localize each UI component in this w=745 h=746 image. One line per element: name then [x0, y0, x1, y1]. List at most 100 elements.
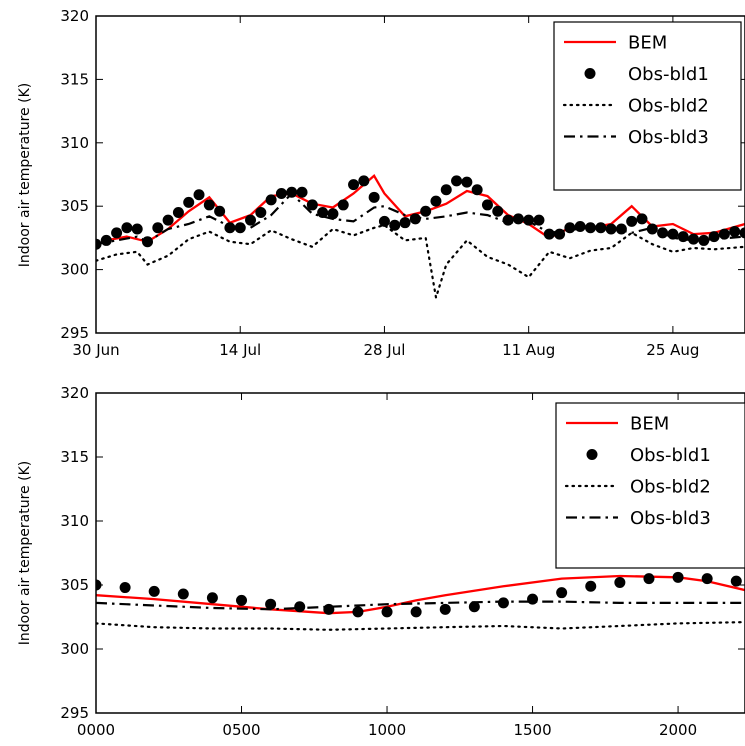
top-obs-bld1-point	[461, 176, 473, 188]
top-obs-bld1-point	[203, 199, 215, 211]
bottom-y-tick-label: 305	[60, 576, 89, 594]
top-x-tick-label: 14 Jul	[219, 341, 261, 359]
top-obs-bld1-point	[420, 205, 432, 217]
top-x-tick-label: 30 Jun	[72, 341, 119, 359]
top-obs-bld1-point	[471, 184, 483, 196]
top-obs-bld1-point	[739, 227, 745, 239]
bottom-y-axis-label: Indoor air temperature (K)	[17, 461, 33, 645]
bottom-obs-bld1-point	[468, 601, 480, 613]
bottom-obs-bld1-point	[497, 597, 509, 609]
bottom-legend: BEM Obs-bld1 Obs-bld2 Obs-bld3	[555, 402, 745, 569]
top-obs-bld1-point	[574, 220, 586, 232]
top-obs-bld1-point	[481, 199, 493, 211]
bottom-x-tick-label: 1500	[513, 721, 551, 739]
top-y-tick-label: 315	[60, 70, 89, 88]
top-legend-label: Obs-bld3	[628, 127, 709, 148]
top-y-tick-label: 305	[60, 197, 89, 215]
top-obs-bld1-point	[636, 213, 648, 225]
top-obs-bld1-point	[100, 234, 112, 246]
top-obs-bld1-point	[389, 219, 401, 231]
top-legend-entry-obs-bld2: Obs-bld2	[562, 96, 709, 117]
top-obs-bld1-point	[687, 233, 699, 245]
top-legend-label: Obs-bld1	[628, 64, 709, 85]
top-obs-bld1-point	[131, 223, 143, 235]
bottom-series-obs-bld1	[96, 571, 742, 618]
bottom-obs-bld1-point	[119, 582, 131, 594]
bottom-series-obs-bld2-line	[96, 621, 745, 631]
top-obs-bld1-point	[111, 227, 123, 239]
top-obs-bld1-point	[626, 215, 638, 227]
bottom-y-tick-label: 320	[60, 384, 89, 402]
top-obs-bld1-point	[317, 207, 329, 219]
bottom-obs-bld1-point	[672, 571, 684, 583]
top-obs-bld1-point	[193, 189, 205, 201]
top-obs-bld1-point	[492, 205, 504, 217]
bottom-obs-bld1-point	[410, 606, 422, 618]
top-series-obs-bld2-line	[96, 224, 745, 298]
top-obs-bld1-point	[584, 222, 596, 234]
bottom-obs-bld1-point	[177, 588, 189, 600]
top-x-tick-label: 11 Aug	[502, 341, 555, 359]
top-y-axis-label: Indoor air temperature (K)	[17, 83, 33, 267]
top-obs-bld1-point	[378, 215, 390, 227]
top-obs-bld1-point	[698, 234, 710, 246]
bottom-obs-bld1-point	[381, 606, 393, 618]
bottom-obs-bld1-point	[206, 592, 218, 604]
bottom-obs-bld1-point	[323, 603, 335, 615]
top-obs-bld1-point	[358, 175, 370, 187]
bottom-obs-bld1-point	[585, 580, 597, 592]
top-legend-entry-bem: BEM	[564, 33, 667, 54]
bottom-series-bem-line	[96, 574, 745, 615]
bottom-obs-bld1-point	[556, 587, 568, 599]
top-obs-bld1-point	[234, 222, 246, 234]
bottom-obs-bld1-point	[439, 603, 451, 615]
top-obs-bld1-point	[451, 175, 463, 187]
top-obs-bld1-point	[214, 205, 226, 217]
bottom-x-tick-label: 0500	[222, 721, 260, 739]
top-obs-bld1-point	[183, 196, 195, 208]
top-series-bem-line	[96, 174, 745, 247]
top-obs-bld1-point	[348, 179, 360, 191]
bottom-obs-bld1-point	[352, 606, 364, 618]
bottom-chart: 295 300 305 310 315 320 0000 0500 1000 1500 2000 I…	[17, 384, 745, 739]
top-chart: 295 300 305 310 315 320 30 Jun 14 Jul 28 Jul 11 A…	[17, 7, 745, 359]
bottom-y-tick-label: 300	[60, 640, 89, 658]
bottom-legend-label: Obs-bld3	[630, 508, 711, 529]
top-y-tick-label: 295	[60, 324, 89, 342]
bottom-legend-entry-bem: BEM	[566, 414, 669, 435]
bottom-x-tick-label: 2000	[659, 721, 697, 739]
top-obs-bld1-point	[409, 213, 421, 225]
bottom-legend-entry-obs-bld1: Obs-bld1	[586, 445, 711, 466]
top-x-tick-label: 28 Jul	[363, 341, 405, 359]
top-obs-bld1-point	[564, 222, 576, 234]
top-obs-bld1-point	[430, 195, 442, 207]
top-obs-bld1-point	[729, 226, 741, 238]
top-obs-bld1-point	[337, 199, 349, 211]
top-obs-bld1-point	[121, 222, 133, 234]
top-obs-bld1-point	[306, 199, 318, 211]
top-obs-bld1-point	[605, 223, 617, 235]
top-y-tick-label: 300	[60, 261, 89, 279]
bottom-obs-bld1-point	[265, 598, 277, 610]
bottom-obs-bld1-point	[701, 573, 713, 585]
top-obs-bld1-point	[255, 207, 267, 219]
bottom-legend-entry-obs-bld2: Obs-bld2	[564, 477, 711, 498]
top-legend-label: BEM	[628, 33, 667, 54]
top-obs-bld1-point	[512, 213, 524, 225]
bottom-x-tick-label: 1000	[368, 721, 406, 739]
bottom-legend-label: Obs-bld1	[630, 445, 711, 466]
bottom-plot-frame	[95, 392, 745, 714]
top-y-tick-label: 310	[60, 134, 89, 152]
top-obs-bld1-point	[172, 207, 184, 219]
top-legend-label: Obs-bld2	[628, 96, 709, 117]
top-x-tick-label: 25 Aug	[646, 341, 699, 359]
top-obs-bld1-point	[162, 214, 174, 226]
bottom-obs-bld1-point	[730, 575, 742, 587]
top-series-obs-bld3-line	[96, 191, 745, 246]
bottom-legend-marker	[586, 449, 598, 460]
bottom-obs-bld1-point	[614, 576, 626, 588]
bottom-obs-bld1-point	[148, 585, 160, 597]
top-obs-bld1-point	[399, 217, 411, 229]
top-obs-bld1-point	[275, 188, 287, 200]
